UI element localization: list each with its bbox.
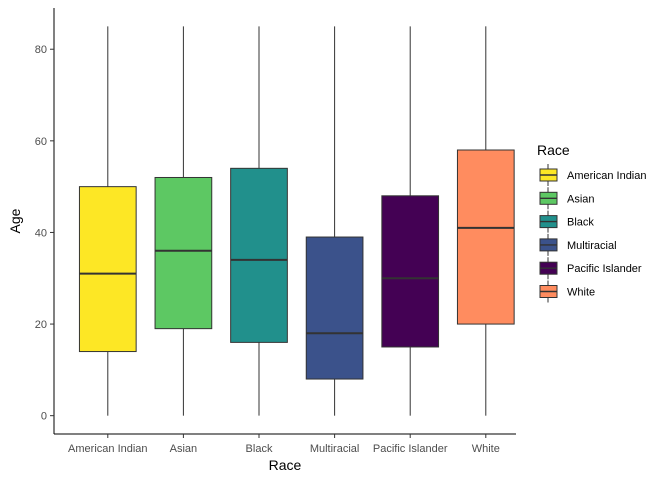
y-ticks: 0 20 40 60 80 (35, 44, 54, 423)
box-white (456, 26, 515, 416)
x-axis-title: Race (269, 457, 302, 473)
box-pacific-islander (381, 26, 440, 416)
y-tick-label: 40 (35, 227, 47, 239)
box-body (154, 176, 213, 330)
legend-label: Pacific Islander (567, 263, 642, 275)
legend-label: Asian (567, 193, 595, 205)
legend-item-multiracial: Multiracial (539, 233, 617, 256)
box-multiracial (305, 26, 364, 416)
x-tick-label-black: Black (246, 443, 273, 455)
legend-label: Multiracial (567, 240, 617, 252)
box-asian (154, 26, 213, 416)
legend-item-american-indian: American Indian (539, 164, 647, 186)
legend-item-asian: Asian (539, 187, 595, 210)
x-tick-label-pacific-islander: Pacific Islander (373, 443, 448, 455)
x-ticks: American Indian Asian Black Multiracial Paci… (68, 434, 500, 455)
x-tick-label-white: White (472, 443, 500, 455)
legend: Race American Indian Asian Black Multiracia… (537, 142, 647, 303)
x-tick-label-asian: Asian (170, 443, 198, 455)
legend-label: American Indian (567, 170, 647, 182)
boxes-layer (78, 26, 515, 416)
legend-title: Race (537, 142, 570, 158)
legend-item-black: Black (539, 210, 594, 233)
box-american-indian (78, 26, 137, 416)
legend-label: White (567, 287, 595, 299)
axes-layer (53, 8, 516, 435)
box-body (381, 195, 440, 348)
y-tick-label: 80 (35, 44, 47, 56)
x-tick-label-multiracial: Multiracial (310, 443, 360, 455)
box-body (78, 186, 137, 353)
box-body (230, 167, 288, 343)
x-tick-label-american-indian: American Indian (68, 443, 148, 455)
legend-label: Black (567, 217, 594, 229)
box-black (230, 26, 288, 416)
box-body (305, 236, 364, 380)
y-tick-label: 20 (35, 319, 47, 331)
y-tick-label: 0 (41, 411, 47, 423)
y-tick-label: 60 (35, 136, 47, 148)
legend-item-white: White (539, 280, 595, 303)
y-axis-title: Age (7, 208, 23, 233)
legend-item-pacific-islander: Pacific Islander (539, 257, 642, 280)
box-body (456, 149, 515, 325)
